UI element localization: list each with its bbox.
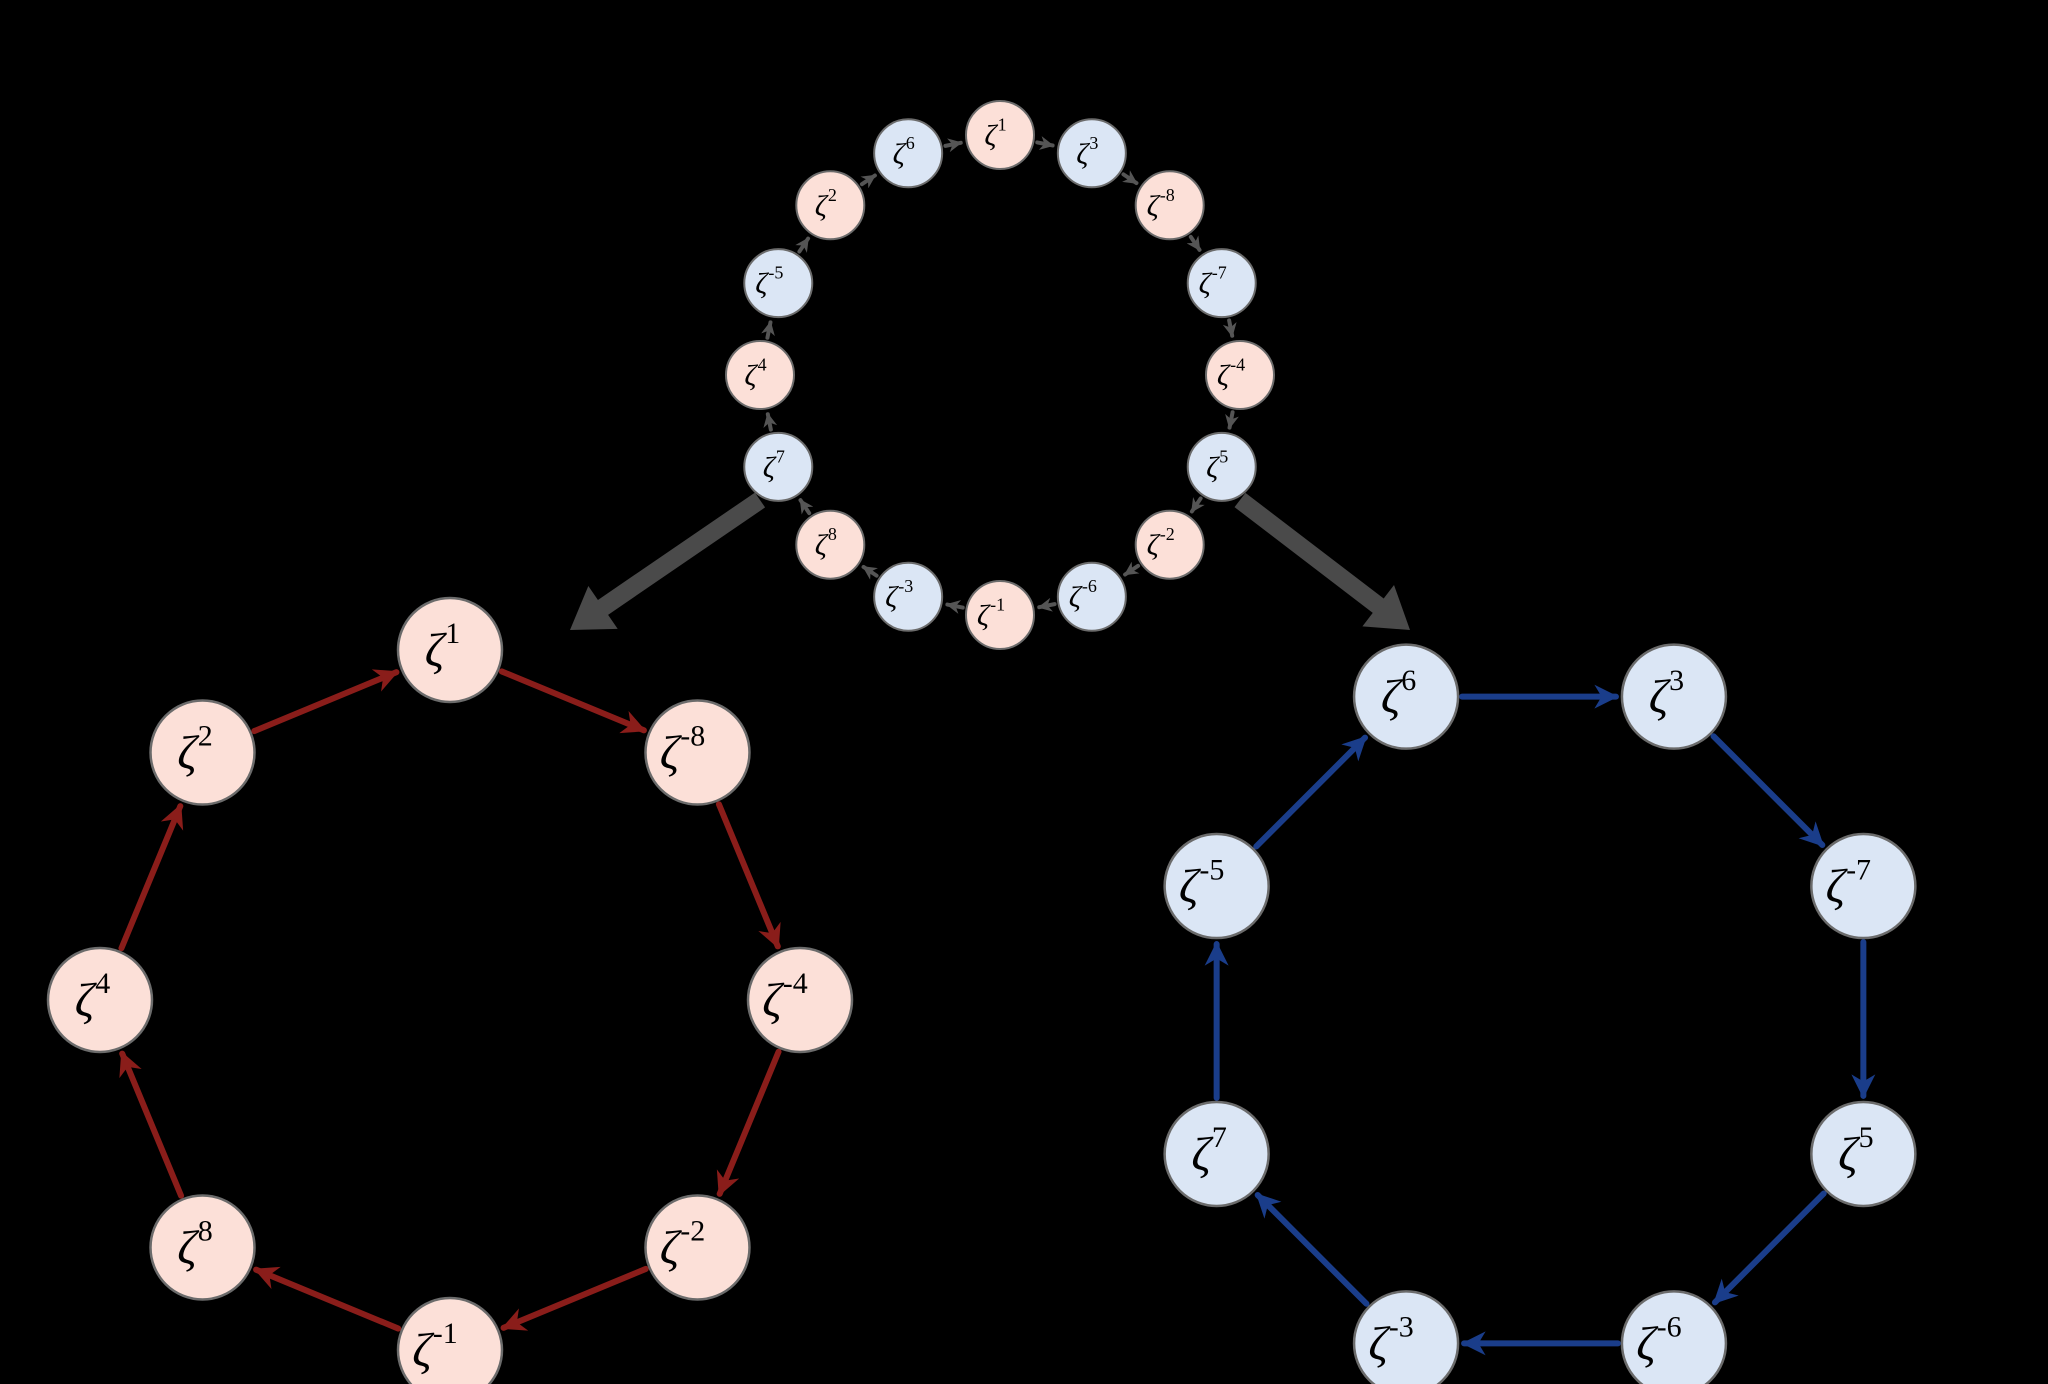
top-cycle-node: ζ1 bbox=[966, 101, 1034, 169]
top-cycle-node: ζ-4 bbox=[1206, 341, 1274, 409]
right-cycle-node: ζ7 bbox=[1165, 1102, 1269, 1206]
top-cycle-node: ζ-3 bbox=[874, 563, 942, 631]
top-cycle-node: ζ6 bbox=[874, 119, 942, 187]
right-cycle-node: ζ6 bbox=[1354, 645, 1458, 749]
top-cycle-node: ζ-7 bbox=[1188, 249, 1256, 317]
left-cycle-node: ζ2 bbox=[151, 701, 255, 805]
right-cycle-nodes: ζ6 ζ3 ζ-7 ζ5 ζ-6 ζ-3 ζ7 ζ-5 bbox=[1165, 645, 1916, 1384]
split-arrow bbox=[570, 493, 765, 630]
left-cycle-nodes: ζ1 ζ-8 ζ-4 ζ-2 ζ-1 ζ8 ζ4 ζ2 bbox=[48, 598, 852, 1384]
left-cycle-node: ζ-4 bbox=[748, 948, 852, 1052]
top-cycle-node: ζ-1 bbox=[966, 581, 1034, 649]
left-cycle-node: ζ4 bbox=[48, 948, 152, 1052]
top-cycle-node: ζ-8 bbox=[1136, 171, 1204, 239]
right-cycle-node: ζ-3 bbox=[1354, 1291, 1458, 1384]
top-cycle-node: ζ3 bbox=[1058, 119, 1126, 187]
left-cycle-node: ζ1 bbox=[398, 598, 502, 702]
top-cycle-nodes: ζ1 ζ3ζ-8 ζ-7 ζ-4 ζ5 ζ-2ζ-6 ζ-1 ζ-3ζ8 ζ7 ζ4 ζ-5 ζ2ζ6 bbox=[726, 101, 1274, 649]
left-cycle-node: ζ-2 bbox=[645, 1195, 749, 1299]
right-cycle-node: ζ-6 bbox=[1622, 1291, 1726, 1384]
top-cycle-node: ζ-2 bbox=[1136, 511, 1204, 579]
top-cycle-node: ζ7 bbox=[744, 433, 812, 501]
top-cycle-node: ζ2 bbox=[796, 171, 864, 239]
right-cycle-node: ζ3 bbox=[1622, 645, 1726, 749]
left-cycle-node: ζ-1 bbox=[398, 1298, 502, 1384]
right-cycle-node: ζ-7 bbox=[1811, 834, 1915, 938]
right-cycle-node: ζ5 bbox=[1811, 1102, 1915, 1206]
left-cycle-node: ζ8 bbox=[151, 1195, 255, 1299]
split-arrow bbox=[1235, 493, 1410, 630]
diagram-canvas: ζ1ζ3ζ-8ζ-7ζ-4ζ5ζ-2ζ-6ζ-1ζ-3ζ8ζ7ζ4ζ-5ζ2ζ6… bbox=[0, 0, 2048, 1384]
top-cycle-node: ζ5 bbox=[1188, 433, 1256, 501]
top-cycle-node: ζ4 bbox=[726, 341, 794, 409]
top-cycle-node: ζ-5 bbox=[744, 249, 812, 317]
left-cycle-node: ζ-8 bbox=[645, 701, 749, 805]
top-cycle-node: ζ8 bbox=[796, 511, 864, 579]
top-cycle-node: ζ-6 bbox=[1058, 563, 1126, 631]
right-cycle-arrows bbox=[1217, 697, 1864, 1344]
right-cycle-node: ζ-5 bbox=[1165, 834, 1269, 938]
